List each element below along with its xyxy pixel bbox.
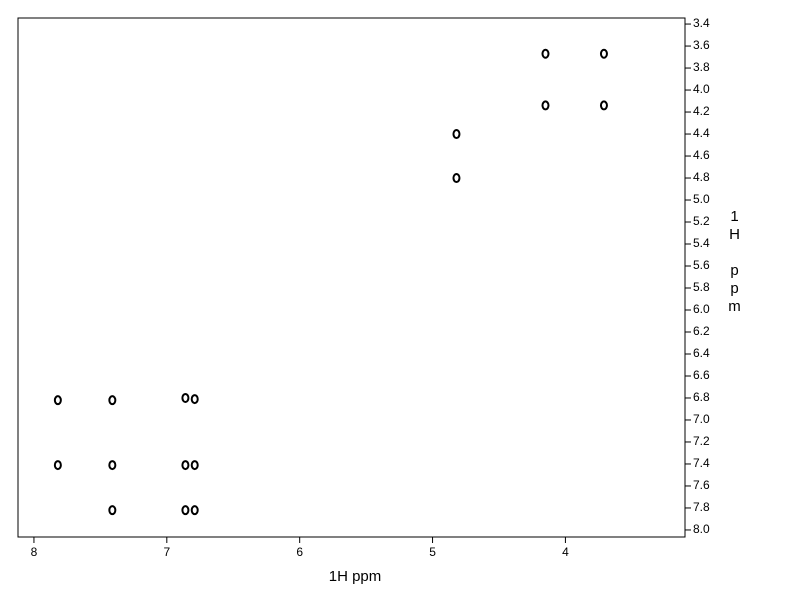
peak bbox=[190, 394, 199, 405]
y-tick-label: 6.4 bbox=[693, 346, 710, 360]
y-tick-label: 7.4 bbox=[693, 456, 710, 470]
y-tick-label: 6.8 bbox=[693, 390, 710, 404]
y-tick-label: 4.0 bbox=[693, 82, 710, 96]
peak bbox=[108, 505, 117, 516]
y-tick-label: 5.8 bbox=[693, 280, 710, 294]
y-tick-label: 3.4 bbox=[693, 16, 710, 30]
y-tick-label: 5.4 bbox=[693, 236, 710, 250]
peak bbox=[108, 460, 117, 471]
y-tick-label: 4.2 bbox=[693, 104, 710, 118]
y-tick-label: 5.2 bbox=[693, 214, 710, 228]
peak bbox=[599, 48, 608, 59]
y-tick-label: 7.6 bbox=[693, 478, 710, 492]
x-tick-label: 5 bbox=[429, 545, 436, 559]
peak bbox=[108, 395, 117, 406]
x-axis-label: 1H ppm bbox=[329, 568, 382, 585]
plot-frame bbox=[17, 17, 686, 538]
peak bbox=[53, 460, 62, 471]
peak bbox=[452, 129, 461, 140]
y-tick-label: 8.0 bbox=[693, 522, 710, 536]
y-tick-label: 4.6 bbox=[693, 148, 710, 162]
y-tick-label: 7.0 bbox=[693, 412, 710, 426]
x-tick-label: 8 bbox=[31, 545, 38, 559]
y-tick-label: 7.2 bbox=[693, 434, 710, 448]
peak bbox=[599, 100, 608, 111]
y-tick-label: 5.0 bbox=[693, 192, 710, 206]
peak bbox=[53, 395, 62, 406]
y-tick-label: 6.2 bbox=[693, 324, 710, 338]
y-tick-label: 3.8 bbox=[693, 60, 710, 74]
x-tick-label: 7 bbox=[163, 545, 170, 559]
peak bbox=[541, 100, 550, 111]
peak bbox=[181, 392, 190, 403]
y-tick-label: 4.4 bbox=[693, 126, 710, 140]
y-tick-label: 6.6 bbox=[693, 368, 710, 382]
y-tick-label: 3.6 bbox=[693, 38, 710, 52]
x-tick-label: 4 bbox=[562, 545, 569, 559]
peak bbox=[190, 505, 199, 516]
y-tick-label: 4.8 bbox=[693, 170, 710, 184]
y-axis-label: 1H ppm bbox=[726, 208, 743, 316]
peak bbox=[181, 460, 190, 471]
y-tick-label: 5.6 bbox=[693, 258, 710, 272]
x-tick-label: 6 bbox=[296, 545, 303, 559]
peak bbox=[541, 48, 550, 59]
peak bbox=[190, 460, 199, 471]
peak bbox=[181, 505, 190, 516]
y-tick-label: 7.8 bbox=[693, 500, 710, 514]
y-tick-label: 6.0 bbox=[693, 302, 710, 316]
peak bbox=[452, 173, 461, 184]
